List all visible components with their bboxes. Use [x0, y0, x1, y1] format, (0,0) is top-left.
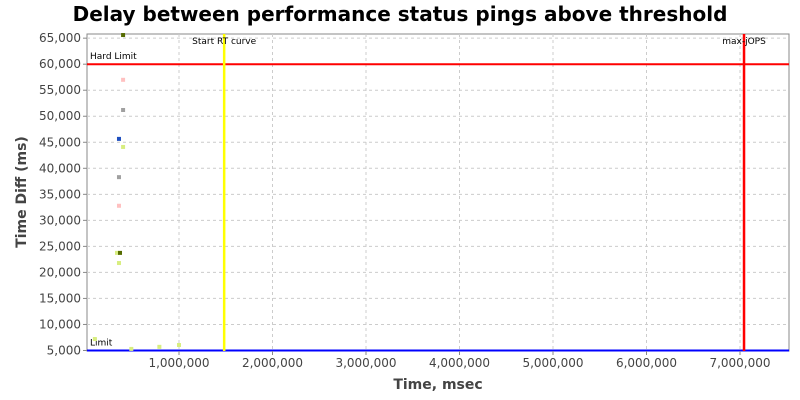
data-point [118, 250, 123, 255]
y-tick-label: 40,000 [39, 161, 81, 175]
y-tick-label: 20,000 [39, 265, 81, 279]
data-point [121, 33, 126, 38]
y-tick-label: 65,000 [39, 31, 81, 45]
data-point [121, 107, 126, 112]
y-tick-label: 25,000 [39, 239, 81, 253]
marker-label: max-jOPS [722, 37, 766, 47]
data-point [157, 344, 162, 349]
y-axis-label: Time Diff (ms) [14, 136, 30, 248]
plot-area [86, 33, 790, 352]
y-tick-label: 45,000 [39, 135, 81, 149]
x-tick-label: 6,000,000 [616, 356, 677, 370]
data-point [129, 346, 134, 351]
data-point [116, 136, 121, 141]
data-point [116, 261, 121, 266]
y-tick-label: 5,000 [47, 343, 81, 357]
y-tick-label: 10,000 [39, 317, 81, 331]
x-axis-label: Time, msec [393, 377, 482, 393]
x-tick-label: 7,000,000 [709, 356, 770, 370]
y-tick-label: 30,000 [39, 213, 81, 227]
data-point [115, 250, 120, 255]
x-tick-label: 2,000,000 [242, 356, 303, 370]
data-point [121, 77, 126, 82]
data-point [177, 343, 182, 348]
chart-title: Delay between performance status pings a… [73, 2, 728, 26]
x-tick-label: 1,000,000 [148, 356, 209, 370]
y-tick-label: 55,000 [39, 83, 81, 97]
y-tick-label: 50,000 [39, 109, 81, 123]
data-point [116, 203, 121, 208]
data-point [116, 175, 121, 180]
y-tick-label: 35,000 [39, 187, 81, 201]
threshold-label: Hard Limit [90, 52, 137, 62]
threshold-label: Limit [90, 338, 113, 348]
marker-label: Start RT curve [192, 37, 256, 47]
x-tick-label: 4,000,000 [429, 356, 490, 370]
x-tick-label: 3,000,000 [335, 356, 396, 370]
data-point [121, 144, 126, 149]
y-tick-label: 15,000 [39, 291, 81, 305]
data-point [92, 337, 97, 342]
x-tick-label: 5,000,000 [522, 356, 583, 370]
y-tick-label: 60,000 [39, 57, 81, 71]
